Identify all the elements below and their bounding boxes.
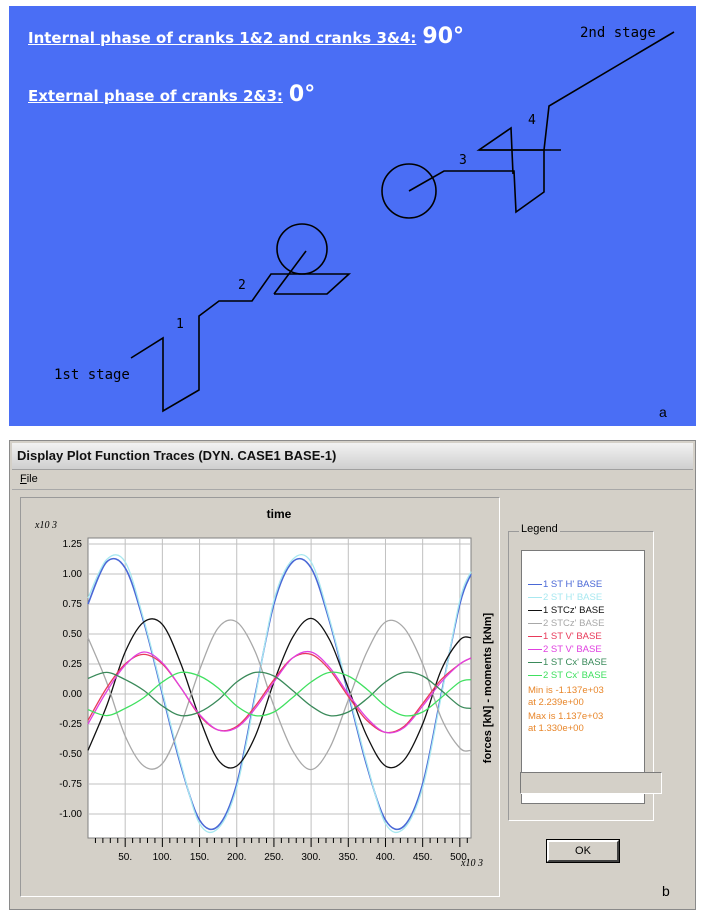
y-tick-label: -0.75 xyxy=(59,779,82,790)
plot-frame: 50. 100. 150. 200. 250. 300. 350. 400. 450. 500. 1… xyxy=(20,497,500,897)
menu-bar: File xyxy=(12,471,693,490)
x-tick-label: 500. xyxy=(450,852,469,863)
x-tick-label: 300. xyxy=(301,852,320,863)
x-tick-label: 100. xyxy=(153,852,172,863)
legend-label: 2 ST V' BASE xyxy=(543,644,602,655)
y-axis-label: forces [kN] - moments [kNm] xyxy=(482,612,494,763)
crank-shaft-exit xyxy=(543,31,675,151)
internal-phase-value: 90° xyxy=(422,24,465,49)
legend-swatch xyxy=(528,622,542,624)
plot-dialog-window: Display Plot Function Traces (DYN. CASE1… xyxy=(9,440,696,910)
x-tick-label: 450. xyxy=(413,852,432,863)
legend-label: 1 ST Cx' BASE xyxy=(543,657,607,668)
y-multiplier: x10 3 xyxy=(34,520,57,531)
legend-swatch xyxy=(528,661,542,663)
x-tick-label: 50. xyxy=(118,852,132,863)
window-title: Display Plot Function Traces (DYN. CASE1… xyxy=(17,448,337,463)
series-line-3 xyxy=(87,617,472,769)
crank-1-shaft xyxy=(130,273,352,413)
legend-entry: 1 ST V' BASE xyxy=(528,631,602,643)
legend-entry: 2 STCz' BASE xyxy=(528,618,604,630)
crank-diagram-panel: 1 2 3 4 1st stage 2nd stage Internal pha… xyxy=(9,6,696,426)
legend-entry: 1 ST H' BASE xyxy=(528,579,602,591)
crank-3-shaft xyxy=(408,126,545,214)
crank-label-2: 2 xyxy=(238,278,246,293)
legend-max-note: Max is 1.137e+03 at 1.330e+00 xyxy=(528,711,604,734)
series-line-5 xyxy=(87,652,472,734)
legend-swatch xyxy=(528,648,542,650)
x-tick-label: 350. xyxy=(339,852,358,863)
legend-entry: 2 ST Cx' BASE xyxy=(528,670,607,682)
legend-label: 2 STCz' BASE xyxy=(543,618,605,629)
legend-group: Legend 1 ST H' BASE 2 ST H' BASE 1 STCz' B… xyxy=(508,523,654,821)
y-tick-label: 1.25 xyxy=(63,539,83,550)
internal-phase-label: Internal phase of cranks 1&2 and cranks … xyxy=(28,29,417,47)
panel-letter-a: a xyxy=(659,404,667,420)
crank-2-pin xyxy=(273,250,307,295)
plot-chart: 50. 100. 150. 200. 250. 300. 350. 400. 450. 500. 1… xyxy=(34,507,494,869)
y-tick-label: 1.00 xyxy=(63,569,83,580)
y-tick-label: 0.00 xyxy=(63,689,83,700)
legend-swatch xyxy=(528,596,542,598)
x-tick-label: 250. xyxy=(264,852,283,863)
legend-entry: 1 ST Cx' BASE xyxy=(528,657,607,669)
legend-min-note: Min is -1.137e+03 at 2.239e+00 xyxy=(528,685,604,708)
crank-diagram: 1 2 3 4 1st stage 2nd stage xyxy=(54,25,675,413)
y-tick-label: 0.25 xyxy=(63,659,83,670)
internal-phase-text: Internal phase of cranks 1&2 and cranks … xyxy=(28,24,464,49)
y-tick-label: 0.50 xyxy=(63,629,83,640)
legend-list: 1 ST H' BASE 2 ST H' BASE 1 STCz' BASE 2 ST… xyxy=(521,550,645,804)
menu-file[interactable]: File xyxy=(20,473,38,485)
window-title-bar[interactable]: Display Plot Function Traces (DYN. CASE1… xyxy=(12,443,693,470)
series-line-6 xyxy=(87,650,472,734)
crank-label-4: 4 xyxy=(528,113,536,128)
legend-title: Legend xyxy=(519,523,560,535)
x-tick-label: 200. xyxy=(227,852,246,863)
chart-title: time xyxy=(267,507,292,521)
crank-3-circle xyxy=(381,163,437,219)
legend-label: 1 STCz' BASE xyxy=(543,605,605,616)
x-tick-label: 150. xyxy=(190,852,209,863)
series-line-7 xyxy=(87,671,472,717)
legend-swatch xyxy=(528,609,542,611)
legend-label: 1 ST H' BASE xyxy=(543,579,603,590)
stage-2-label: 2nd stage xyxy=(580,25,656,41)
series-line-4 xyxy=(87,619,472,771)
external-phase-text: External phase of cranks 2&3: 0° xyxy=(28,82,315,107)
ok-button[interactable]: OK xyxy=(547,840,619,862)
legend-swatch xyxy=(528,583,542,585)
legend-swatch xyxy=(528,635,542,637)
crank-2-circle xyxy=(276,223,328,275)
y-tick-label: -1.00 xyxy=(59,809,82,820)
legend-entry: 2 ST H' BASE xyxy=(528,592,602,604)
legend-entry: 1 STCz' BASE xyxy=(528,605,604,617)
panel-letter-b: b xyxy=(662,883,670,899)
legend-swatch xyxy=(528,674,542,676)
series-line-8 xyxy=(87,671,472,717)
y-tick-label: 0.75 xyxy=(63,599,83,610)
crank-label-1: 1 xyxy=(176,317,184,332)
legend-label: 1 ST V' BASE xyxy=(543,631,602,642)
external-phase-value: 0° xyxy=(288,82,316,107)
y-tick-label: -0.50 xyxy=(59,749,82,760)
legend-label: 2 ST H' BASE xyxy=(543,592,603,603)
series-line-2 xyxy=(87,554,472,834)
crank-label-3: 3 xyxy=(459,153,467,168)
stage-1-label: 1st stage xyxy=(54,367,130,383)
legend-entry: 2 ST V' BASE xyxy=(528,644,602,656)
legend-label: 2 ST Cx' BASE xyxy=(543,670,607,681)
status-field xyxy=(520,772,662,794)
x-multiplier: x10 3 xyxy=(460,858,483,869)
x-tick-label: 400. xyxy=(376,852,395,863)
external-phase-label: External phase of cranks 2&3: xyxy=(28,87,283,105)
y-tick-label: -0.25 xyxy=(59,719,82,730)
